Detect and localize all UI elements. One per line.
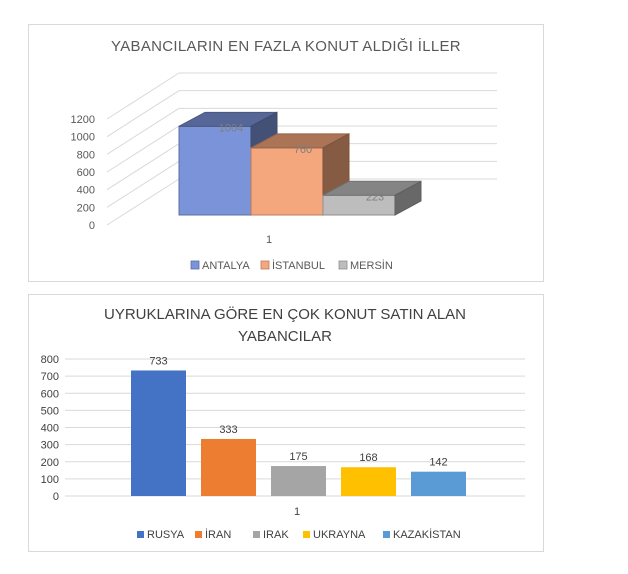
- y-tick-label: 600: [41, 388, 59, 400]
- chart-title-line-1: UYRUKLARINA GÖRE EN ÇOK KONUT SATIN ALAN: [104, 305, 466, 323]
- legend-swatch-4: [303, 531, 310, 538]
- y-tick-label: 400: [77, 185, 95, 197]
- data-label-5: 142: [429, 457, 447, 469]
- y-tick-label: 500: [41, 405, 59, 417]
- legend-swatch-3: [338, 260, 348, 270]
- legend-swatch-5: [383, 531, 390, 538]
- legend-swatch-2: [260, 260, 270, 270]
- chart-title-line-2: YABANCILAR: [238, 328, 332, 345]
- chart-3d-cities: YABANCILARIN EN FAZLA KONUT ALDIĞI İLLER…: [28, 24, 544, 282]
- data-label-3: 175: [289, 451, 307, 463]
- bar-1: [131, 370, 186, 496]
- y-tick-label: 700: [41, 371, 59, 383]
- legend-label-4: UKRAYNA: [313, 529, 366, 541]
- y-tick-label: 800: [41, 354, 59, 366]
- data-label-1: 733: [149, 355, 167, 367]
- side-gridline: [106, 125, 180, 173]
- legend-label-5: KAZAKİSTAN: [393, 528, 461, 541]
- bar-3: [271, 466, 326, 496]
- y-tick-label: 200: [77, 202, 95, 214]
- data-label-2: 333: [219, 424, 237, 436]
- legend-label-2: İRAN: [205, 528, 231, 541]
- side-gridline: [106, 90, 180, 138]
- bar-side-3: [394, 180, 422, 216]
- data-label-1: 1004: [219, 122, 243, 134]
- data-label-2: 760: [294, 144, 312, 156]
- side-gridline: [106, 143, 180, 191]
- bar-front-3: [322, 194, 396, 216]
- x-category-label: 1: [294, 506, 300, 518]
- y-tick-label: 800: [77, 149, 95, 161]
- y-tick-label: 100: [41, 474, 59, 486]
- chart-title: YABANCILARIN EN FAZLA KONUT ALDIĞI İLLER: [111, 37, 461, 55]
- bar-front-1: [178, 125, 252, 216]
- data-label-3: 223: [366, 191, 384, 203]
- bar-2: [201, 438, 256, 496]
- x-category-label: 1: [266, 234, 272, 246]
- side-gridline: [106, 160, 180, 208]
- y-tick-label: 1000: [71, 132, 95, 144]
- legend-label-3: MERSİN: [350, 259, 393, 272]
- bar-front-2: [250, 147, 324, 216]
- data-label-4: 168: [359, 452, 377, 464]
- side-gridline: [106, 178, 180, 226]
- y-tick-label: 200: [41, 457, 59, 469]
- y-tick-label: 0: [53, 491, 59, 503]
- legend-swatch-1: [137, 531, 144, 538]
- legend-label-1: RUSYA: [147, 529, 185, 541]
- y-tick-label: 300: [41, 440, 59, 452]
- legend-label-2: İSTANBUL: [272, 259, 325, 272]
- side-gridline: [106, 107, 180, 155]
- bar-4: [341, 467, 396, 496]
- side-gridline: [106, 72, 180, 120]
- bar-5: [411, 471, 466, 496]
- legend-swatch-1: [190, 260, 200, 270]
- y-tick-label: 600: [77, 167, 95, 179]
- legend-label-3: IRAK: [263, 529, 289, 541]
- y-tick-label: 400: [41, 423, 59, 435]
- y-tick-label: 1200: [71, 114, 95, 126]
- legend-swatch-3: [253, 531, 260, 538]
- legend-label-1: ANTALYA: [202, 260, 250, 272]
- y-tick-label: 0: [89, 220, 95, 232]
- chart-nationalities: UYRUKLARINA GÖRE EN ÇOK KONUT SATIN ALAN…: [28, 294, 544, 552]
- chart-nationalities-svg: UYRUKLARINA GÖRE EN ÇOK KONUT SATIN ALAN…: [41, 305, 525, 541]
- chart-3d-cities-svg: YABANCILARIN EN FAZLA KONUT ALDIĞI İLLER…: [71, 37, 497, 272]
- legend-swatch-2: [195, 531, 202, 538]
